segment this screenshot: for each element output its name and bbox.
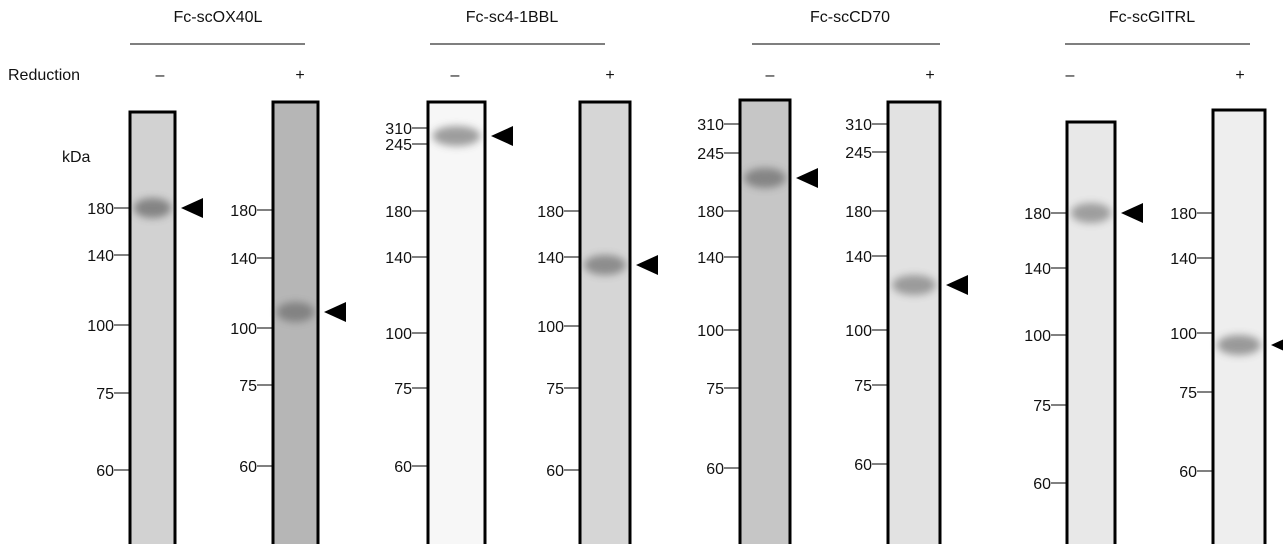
band-arrow xyxy=(1121,203,1143,223)
reduction-sign: + xyxy=(295,67,304,84)
marker-label: 60 xyxy=(546,463,564,480)
group-title: Fc-scGITRL xyxy=(1109,9,1195,26)
reduction-sign: – xyxy=(1066,67,1075,84)
reduction-sign: – xyxy=(156,67,165,84)
marker-label: 180 xyxy=(1170,206,1197,223)
reduction-sign: – xyxy=(766,67,775,84)
gel-lane xyxy=(1067,122,1115,544)
marker-label: 245 xyxy=(385,137,412,154)
marker-label: 245 xyxy=(845,145,872,162)
marker-label: 180 xyxy=(1024,206,1051,223)
band-arrow xyxy=(946,275,968,295)
marker-label: 100 xyxy=(87,318,114,335)
reduction-sign: + xyxy=(925,67,934,84)
reduction-label: Reduction xyxy=(8,67,80,84)
figure: Reduction kDa Fc-scOX40L – +180 140 100 75 60 1… xyxy=(0,0,1283,544)
marker-label: 100 xyxy=(385,326,412,343)
marker-label: 180 xyxy=(230,203,257,220)
marker-label: 245 xyxy=(697,146,724,163)
marker-label: 60 xyxy=(706,461,724,478)
marker-label: 180 xyxy=(385,204,412,221)
band-arrow xyxy=(491,126,513,146)
marker-label: 140 xyxy=(845,249,872,266)
protein-band xyxy=(584,255,626,275)
marker-label: 100 xyxy=(697,323,724,340)
reduction-sign: – xyxy=(451,67,460,84)
protein-band xyxy=(277,302,315,322)
gel-lane xyxy=(428,102,485,544)
marker-label: 60 xyxy=(96,463,114,480)
marker-label: 60 xyxy=(394,459,412,476)
marker-label: 75 xyxy=(96,386,114,403)
reduction-sign: + xyxy=(605,67,614,84)
marker-label: 75 xyxy=(546,381,564,398)
marker-label: 140 xyxy=(697,250,724,267)
gel-lane xyxy=(1213,110,1265,544)
marker-label: 310 xyxy=(845,117,872,134)
marker-label: 60 xyxy=(854,457,872,474)
band-arrow xyxy=(181,198,203,218)
marker-label: 75 xyxy=(394,381,412,398)
marker-label: 75 xyxy=(239,378,257,395)
marker-label: 310 xyxy=(697,117,724,134)
gel-lane xyxy=(273,102,318,544)
protein-band xyxy=(1217,335,1261,355)
marker-label: 180 xyxy=(537,204,564,221)
band-arrow xyxy=(1271,335,1283,355)
protein-band xyxy=(1071,203,1111,223)
marker-label: 140 xyxy=(1024,261,1051,278)
protein-band xyxy=(433,126,481,146)
gel-lane xyxy=(888,102,940,544)
marker-label: 100 xyxy=(230,321,257,338)
marker-label: 140 xyxy=(1170,251,1197,268)
gel-lane xyxy=(740,100,790,544)
marker-label: 140 xyxy=(87,248,114,265)
marker-label: 75 xyxy=(1179,385,1197,402)
marker-label: 100 xyxy=(537,319,564,336)
marker-label: 60 xyxy=(1179,464,1197,481)
marker-label: 60 xyxy=(1033,476,1051,493)
protein-band xyxy=(134,198,172,218)
marker-label: 180 xyxy=(87,201,114,218)
marker-label: 60 xyxy=(239,459,257,476)
marker-label: 75 xyxy=(706,381,724,398)
protein-band xyxy=(744,168,786,188)
band-arrow xyxy=(324,302,346,322)
marker-label: 180 xyxy=(697,204,724,221)
group-title: Fc-scOX40L xyxy=(174,9,263,26)
marker-label: 100 xyxy=(845,323,872,340)
unit-label: kDa xyxy=(62,149,91,166)
band-arrow xyxy=(636,255,658,275)
marker-label: 140 xyxy=(230,251,257,268)
marker-label: 75 xyxy=(854,378,872,395)
protein-band xyxy=(892,275,936,295)
reduction-sign: + xyxy=(1235,67,1244,84)
marker-label: 180 xyxy=(845,204,872,221)
marker-label: 140 xyxy=(385,250,412,267)
marker-label: 75 xyxy=(1033,398,1051,415)
marker-label: 100 xyxy=(1170,326,1197,343)
gel-lane xyxy=(580,102,630,544)
marker-label: 310 xyxy=(385,121,412,138)
marker-label: 100 xyxy=(1024,328,1051,345)
group-title: Fc-sc4-1BBL xyxy=(466,9,559,26)
group-title: Fc-scCD70 xyxy=(810,9,890,26)
marker-label: 140 xyxy=(537,250,564,267)
band-arrow xyxy=(796,168,818,188)
gel-lane xyxy=(130,112,175,544)
